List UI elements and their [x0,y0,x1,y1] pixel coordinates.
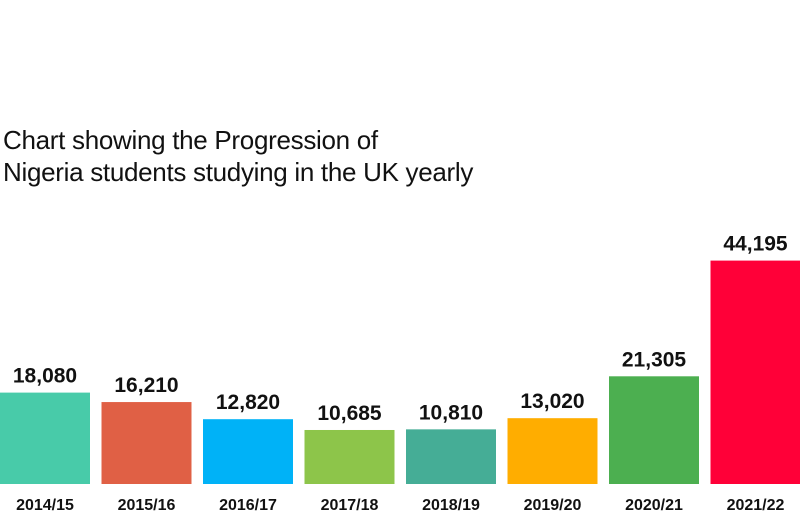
bar-2014-15 [0,392,90,484]
chart-title: Chart showing the Progression of Nigeria… [3,124,473,188]
value-label-2014-15: 18,080 [13,365,77,388]
x-tick-label-2020-21: 2020/21 [625,497,683,514]
bar-2015-16 [101,402,192,484]
value-label-2021-22: 44,195 [723,233,788,256]
x-tick-label-2018-19: 2018/19 [422,497,480,514]
x-tick-label-2017-18: 2017/18 [321,497,379,514]
x-tick-label-2016-17: 2016/17 [219,497,277,514]
x-tick-label-2021-22: 2021/22 [727,497,785,514]
bar-2016-17 [203,419,293,484]
chart-title-line-1: Chart showing the Progression of [3,125,378,155]
bar-2021-22 [710,260,800,484]
chart-title-line-2: Nigeria students studying in the UK year… [3,157,474,187]
bar-2020-21 [609,376,699,484]
bar-2017-18 [304,429,395,484]
value-label-2018-19: 10,810 [419,401,483,424]
value-label-2015-16: 16,210 [114,374,178,397]
x-tick-label-2019-20: 2019/20 [524,497,582,514]
bar-2019-20 [507,418,598,484]
value-label-2016-17: 12,820 [216,391,280,414]
value-label-2019-20: 13,020 [520,390,584,413]
x-tick-label-2014-15: 2014/15 [16,497,74,514]
bar-2018-19 [406,429,496,484]
value-label-2017-18: 10,685 [317,402,382,425]
x-tick-label-2015-16: 2015/16 [118,497,176,514]
value-label-2020-21: 21,305 [622,348,687,371]
